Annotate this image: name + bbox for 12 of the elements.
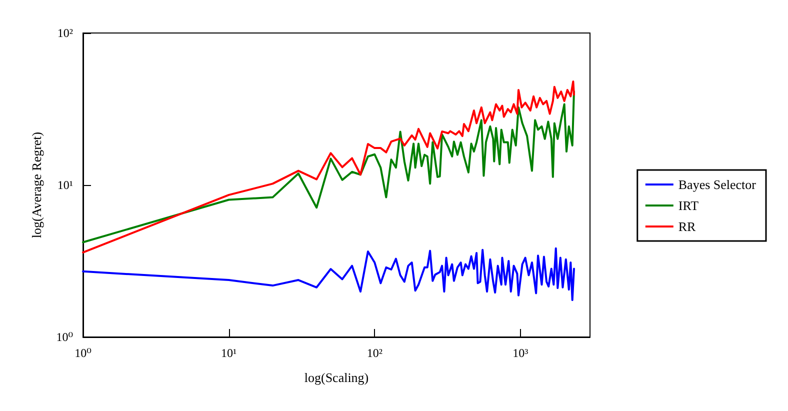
x-tick-label: 10¹ [221,346,238,360]
y-tick-label: 10² [57,26,74,40]
y-tick-label: 10⁰ [56,330,74,344]
legend-label: IRT [678,198,699,213]
y-axis-title: log(Average Regret) [29,132,44,238]
x-axis-title: log(Scaling) [304,370,369,385]
x-tick-label: 10² [366,346,383,360]
x-tick-label: 10⁰ [74,346,92,360]
legend-label: RR [678,219,696,234]
y-tick-label: 10¹ [57,178,74,192]
legend-label: Bayes Selector [678,177,757,192]
x-tick-label: 10³ [512,346,529,360]
